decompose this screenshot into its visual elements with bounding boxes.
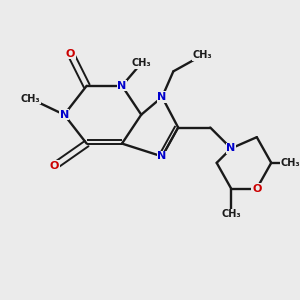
Text: N: N	[60, 110, 69, 120]
Text: O: O	[252, 184, 262, 194]
Text: CH₃: CH₃	[131, 58, 151, 68]
Text: CH₃: CH₃	[21, 94, 40, 103]
Text: O: O	[50, 161, 59, 171]
Text: N: N	[117, 81, 127, 91]
Text: N: N	[226, 143, 236, 153]
Text: N: N	[158, 152, 167, 161]
Text: O: O	[66, 49, 75, 59]
Text: N: N	[158, 92, 167, 102]
Text: CH₃: CH₃	[192, 50, 212, 60]
Text: CH₃: CH₃	[281, 158, 300, 168]
Text: CH₃: CH₃	[221, 209, 241, 219]
